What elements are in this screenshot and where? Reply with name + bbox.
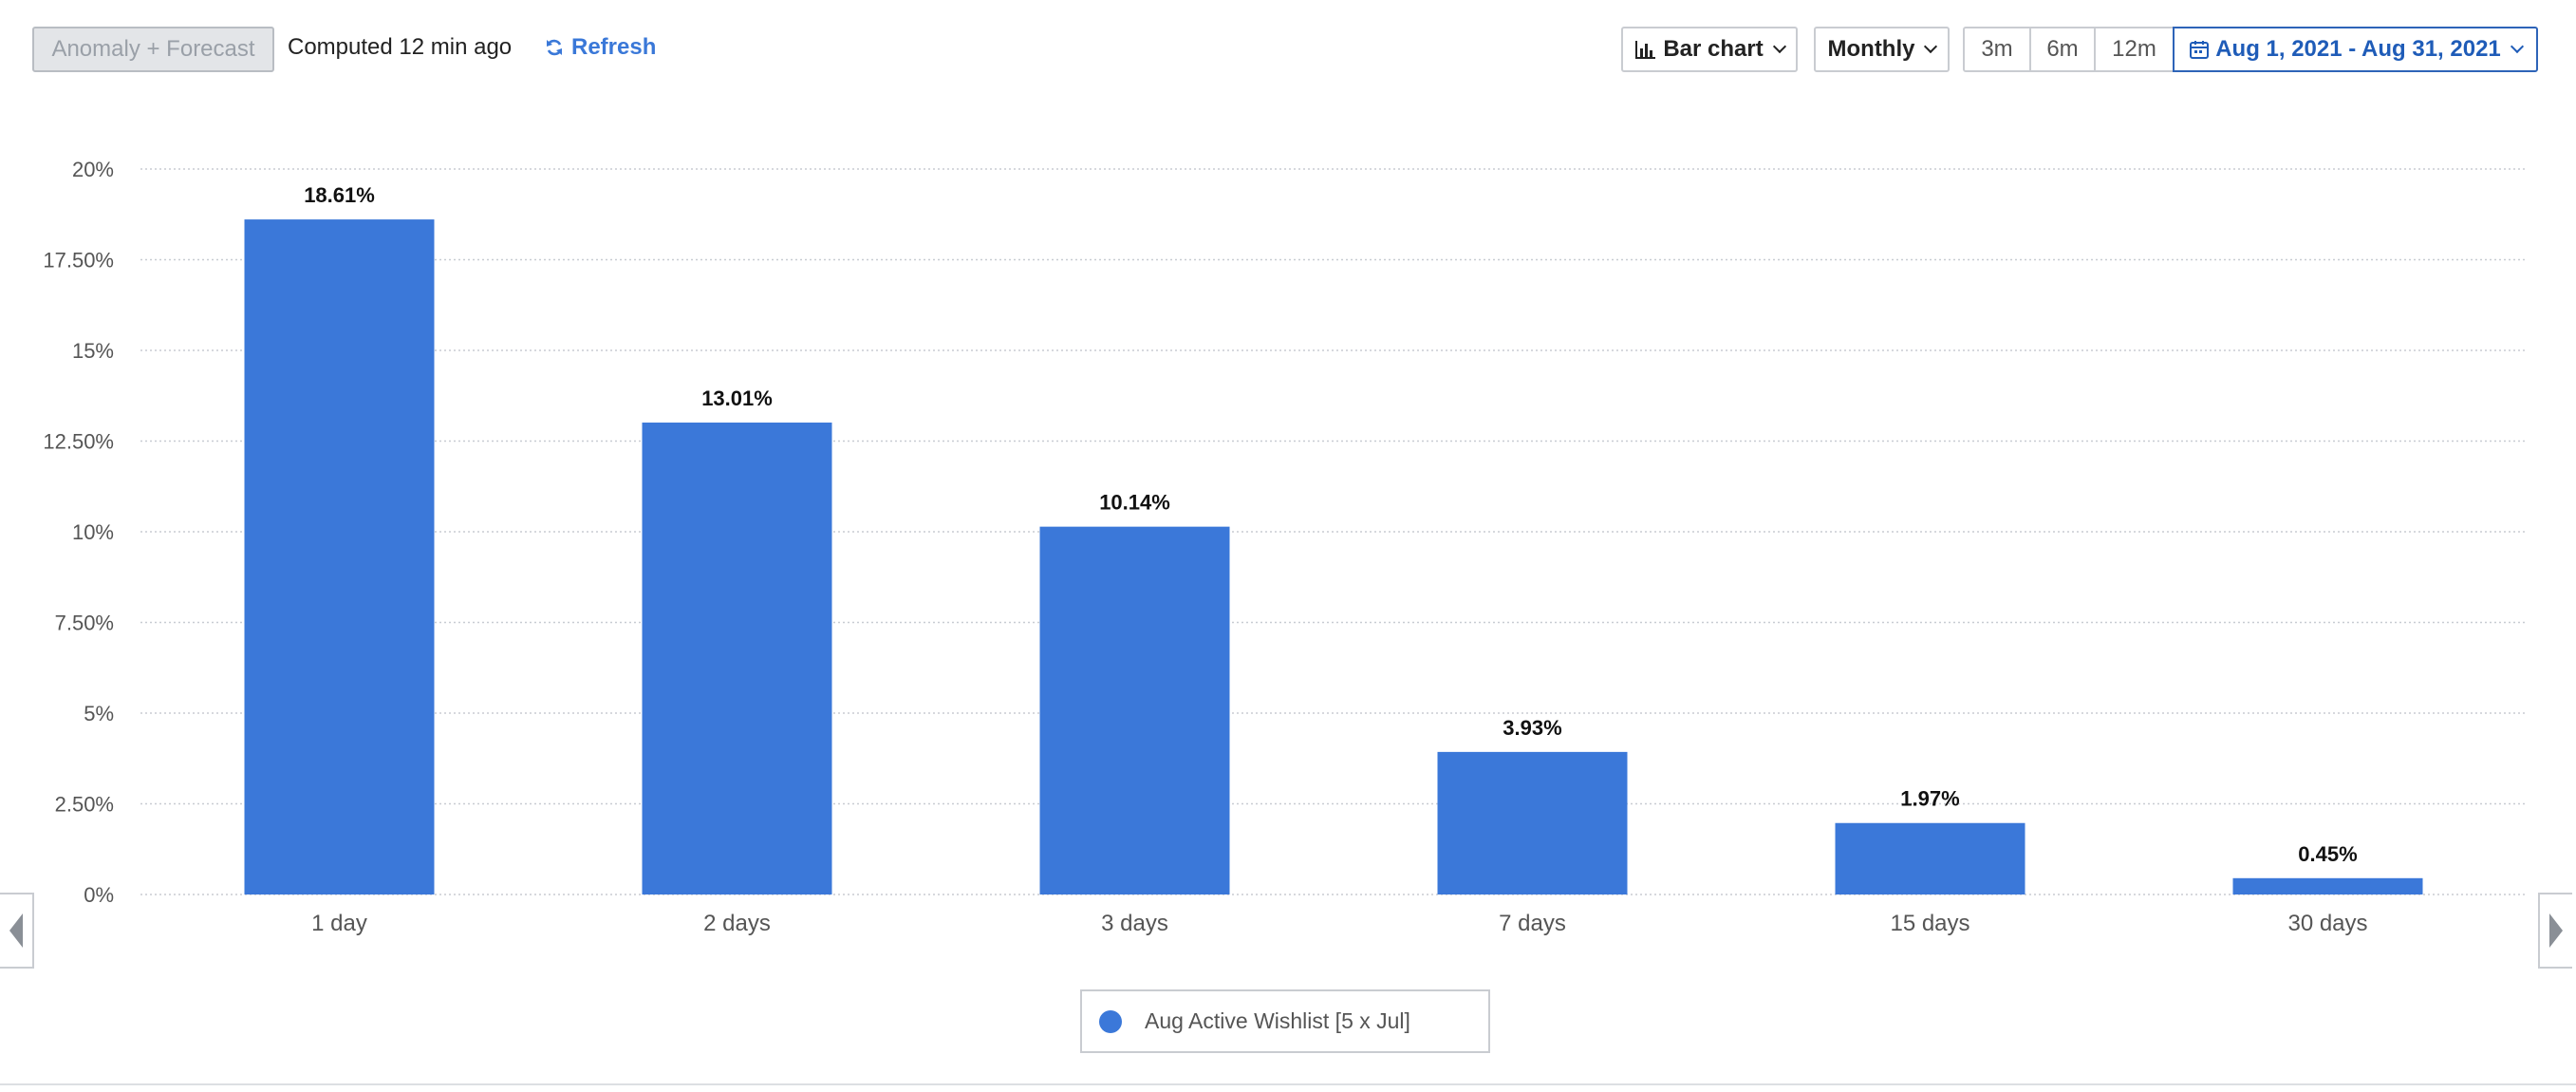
interval-label: Monthly bbox=[1827, 36, 1915, 62]
refresh-label: Refresh bbox=[571, 34, 657, 60]
y-tick-label: 15% bbox=[72, 339, 114, 363]
bar-chart-icon bbox=[1635, 41, 1656, 59]
range-12m-button[interactable]: 12m bbox=[2094, 27, 2175, 72]
bar bbox=[2232, 877, 2423, 894]
data-label: 3.93% bbox=[1503, 716, 1561, 740]
x-tick-label: 2 days bbox=[703, 911, 771, 936]
bar bbox=[642, 423, 832, 894]
refresh-icon bbox=[547, 39, 562, 56]
y-tick-label: 20% bbox=[72, 158, 114, 181]
y-tick-label: 12.50% bbox=[43, 430, 114, 454]
chevron-down-icon bbox=[2510, 39, 2524, 54]
legend-marker bbox=[1099, 1009, 1122, 1033]
chart-toolbar: Anomaly + Forecast Computed 12 min ago R… bbox=[0, 0, 2576, 95]
bar bbox=[1835, 822, 2025, 894]
bar bbox=[1039, 526, 1230, 894]
anomaly-forecast-label: Anomaly + Forecast bbox=[51, 36, 255, 62]
bar-chart: 0% 2.50% 5% 7.50% 10% 12.50% 15% 17.50% 20% 18.61… bbox=[43, 158, 2527, 936]
anomaly-forecast-button[interactable]: Anomaly + Forecast bbox=[32, 27, 274, 72]
x-tick-label: 30 days bbox=[2287, 911, 2367, 936]
panel-bottom-border bbox=[0, 1083, 2576, 1085]
data-label: 0.45% bbox=[2298, 842, 2357, 866]
date-range-label: Aug 1, 2021 - Aug 31, 2021 bbox=[2215, 36, 2501, 62]
interval-dropdown[interactable]: Monthly bbox=[1814, 27, 1950, 72]
date-range-picker[interactable]: Aug 1, 2021 - Aug 31, 2021 bbox=[2173, 27, 2538, 72]
x-tick-label: 15 days bbox=[1890, 911, 1969, 936]
data-label: 1.97% bbox=[1900, 787, 1959, 811]
computed-status: Computed 12 min ago bbox=[288, 34, 513, 60]
arrow-left-icon bbox=[9, 913, 23, 948]
bar bbox=[1437, 751, 1628, 894]
scroll-left-button[interactable] bbox=[0, 893, 34, 969]
legend-label: Aug Active Wishlist [5 x Jul] bbox=[1145, 1008, 1410, 1033]
x-tick-label: 3 days bbox=[1101, 911, 1168, 936]
range-selector: 3m 6m 12m Aug 1, 2021 - Aug 31, 2021 bbox=[1963, 27, 2538, 72]
y-tick-label: 5% bbox=[84, 702, 114, 725]
y-tick-label: 0% bbox=[84, 883, 114, 907]
x-tick-label: 1 day bbox=[311, 911, 367, 936]
chart-legend[interactable]: Aug Active Wishlist [5 x Jul] bbox=[1080, 989, 1490, 1053]
calendar-icon bbox=[2190, 41, 2210, 59]
chart-type-label: Bar chart bbox=[1663, 36, 1764, 62]
data-label: 13.01% bbox=[701, 386, 773, 410]
y-tick-label: 17.50% bbox=[43, 249, 114, 273]
y-tick-label: 7.50% bbox=[55, 612, 114, 635]
refresh-button[interactable]: Refresh bbox=[545, 34, 656, 61]
bar bbox=[244, 219, 435, 894]
arrow-right-icon bbox=[2549, 913, 2563, 948]
scroll-right-button[interactable] bbox=[2538, 893, 2572, 969]
y-tick-label: 10% bbox=[72, 520, 114, 544]
range-3m-button[interactable]: 3m bbox=[1963, 27, 2031, 72]
chart-type-dropdown[interactable]: Bar chart bbox=[1621, 27, 1798, 72]
data-label: 10.14% bbox=[1099, 491, 1170, 515]
x-tick-label: 7 days bbox=[1499, 911, 1566, 936]
y-tick-label: 2.50% bbox=[55, 793, 114, 817]
data-label: 18.61% bbox=[304, 183, 375, 207]
